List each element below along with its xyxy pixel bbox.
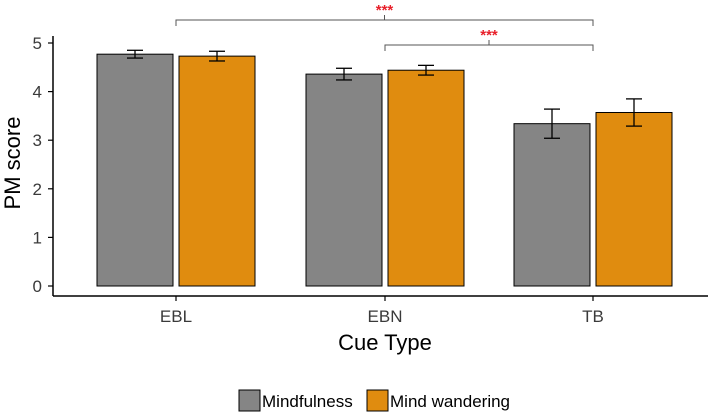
bar-mind-wandering-tb — [595, 111, 673, 287]
y-ticks: 0 1 2 3 4 5 — [33, 34, 53, 296]
y-tick-label: 4 — [33, 83, 42, 102]
legend-swatch — [366, 389, 389, 412]
significance-bracket: *** — [175, 2, 594, 26]
axes — [52, 36, 708, 297]
bar-mind-wandering-ebl — [178, 55, 256, 287]
error-bar — [127, 49, 143, 59]
bar-mindfulness-ebl — [96, 53, 174, 287]
error-bar — [626, 98, 642, 127]
error-bar — [418, 64, 434, 76]
x-axis-title: Cue Type — [338, 330, 432, 355]
significance-bracket: *** — [384, 27, 594, 51]
bar-mindfulness-tb — [513, 123, 591, 287]
y-tick-label: 2 — [33, 180, 42, 199]
bars-layer — [96, 53, 673, 287]
x-ticks: EBL EBN TB — [160, 296, 604, 326]
bar-mind-wandering-ebn — [387, 69, 465, 287]
y-tick-label: 3 — [33, 131, 42, 150]
y-tick-label: 5 — [33, 34, 42, 53]
legend-swatch — [238, 389, 261, 412]
error-bar — [336, 67, 352, 81]
error-bar — [209, 50, 225, 62]
y-tick-label: 0 — [33, 277, 42, 296]
y-axis-title: PM score — [0, 117, 25, 210]
legend-item-mindfulness: Mindfulness — [238, 389, 353, 412]
x-tick-label: EBL — [160, 307, 192, 326]
x-tick-label: EBN — [368, 307, 403, 326]
legend-label: Mind wandering — [390, 392, 510, 411]
error-bar — [544, 108, 560, 139]
significance-label: *** — [376, 2, 394, 19]
y-tick-label: 1 — [33, 228, 42, 247]
significance-layer: *** *** — [175, 2, 594, 51]
legend-item-mind-wandering: Mind wandering — [366, 389, 510, 412]
bar-mindfulness-ebn — [305, 73, 383, 287]
error-bars-layer — [127, 49, 642, 139]
significance-label: *** — [480, 27, 498, 44]
legend-label: Mindfulness — [262, 392, 353, 411]
legend: Mindfulness Mind wandering — [238, 389, 510, 412]
x-tick-label: TB — [582, 307, 604, 326]
